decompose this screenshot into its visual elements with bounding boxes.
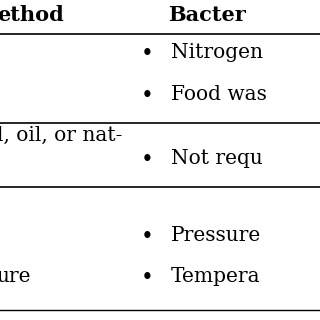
Text: Tempera: Tempera [171, 267, 261, 286]
Text: l, oil, or nat-: l, oil, or nat- [0, 126, 122, 145]
Text: Nitrogen: Nitrogen [171, 43, 263, 62]
Text: Bacter: Bacter [168, 5, 246, 25]
Text: Food was: Food was [171, 85, 267, 104]
Text: ethod: ethod [0, 5, 64, 25]
Text: Pressure: Pressure [171, 226, 261, 244]
Text: •: • [141, 43, 154, 65]
Text: •: • [141, 149, 154, 171]
Text: •: • [141, 226, 154, 248]
Text: ure: ure [0, 267, 31, 286]
Text: •: • [141, 267, 154, 289]
Text: •: • [141, 85, 154, 107]
Text: Not requ: Not requ [171, 149, 263, 168]
